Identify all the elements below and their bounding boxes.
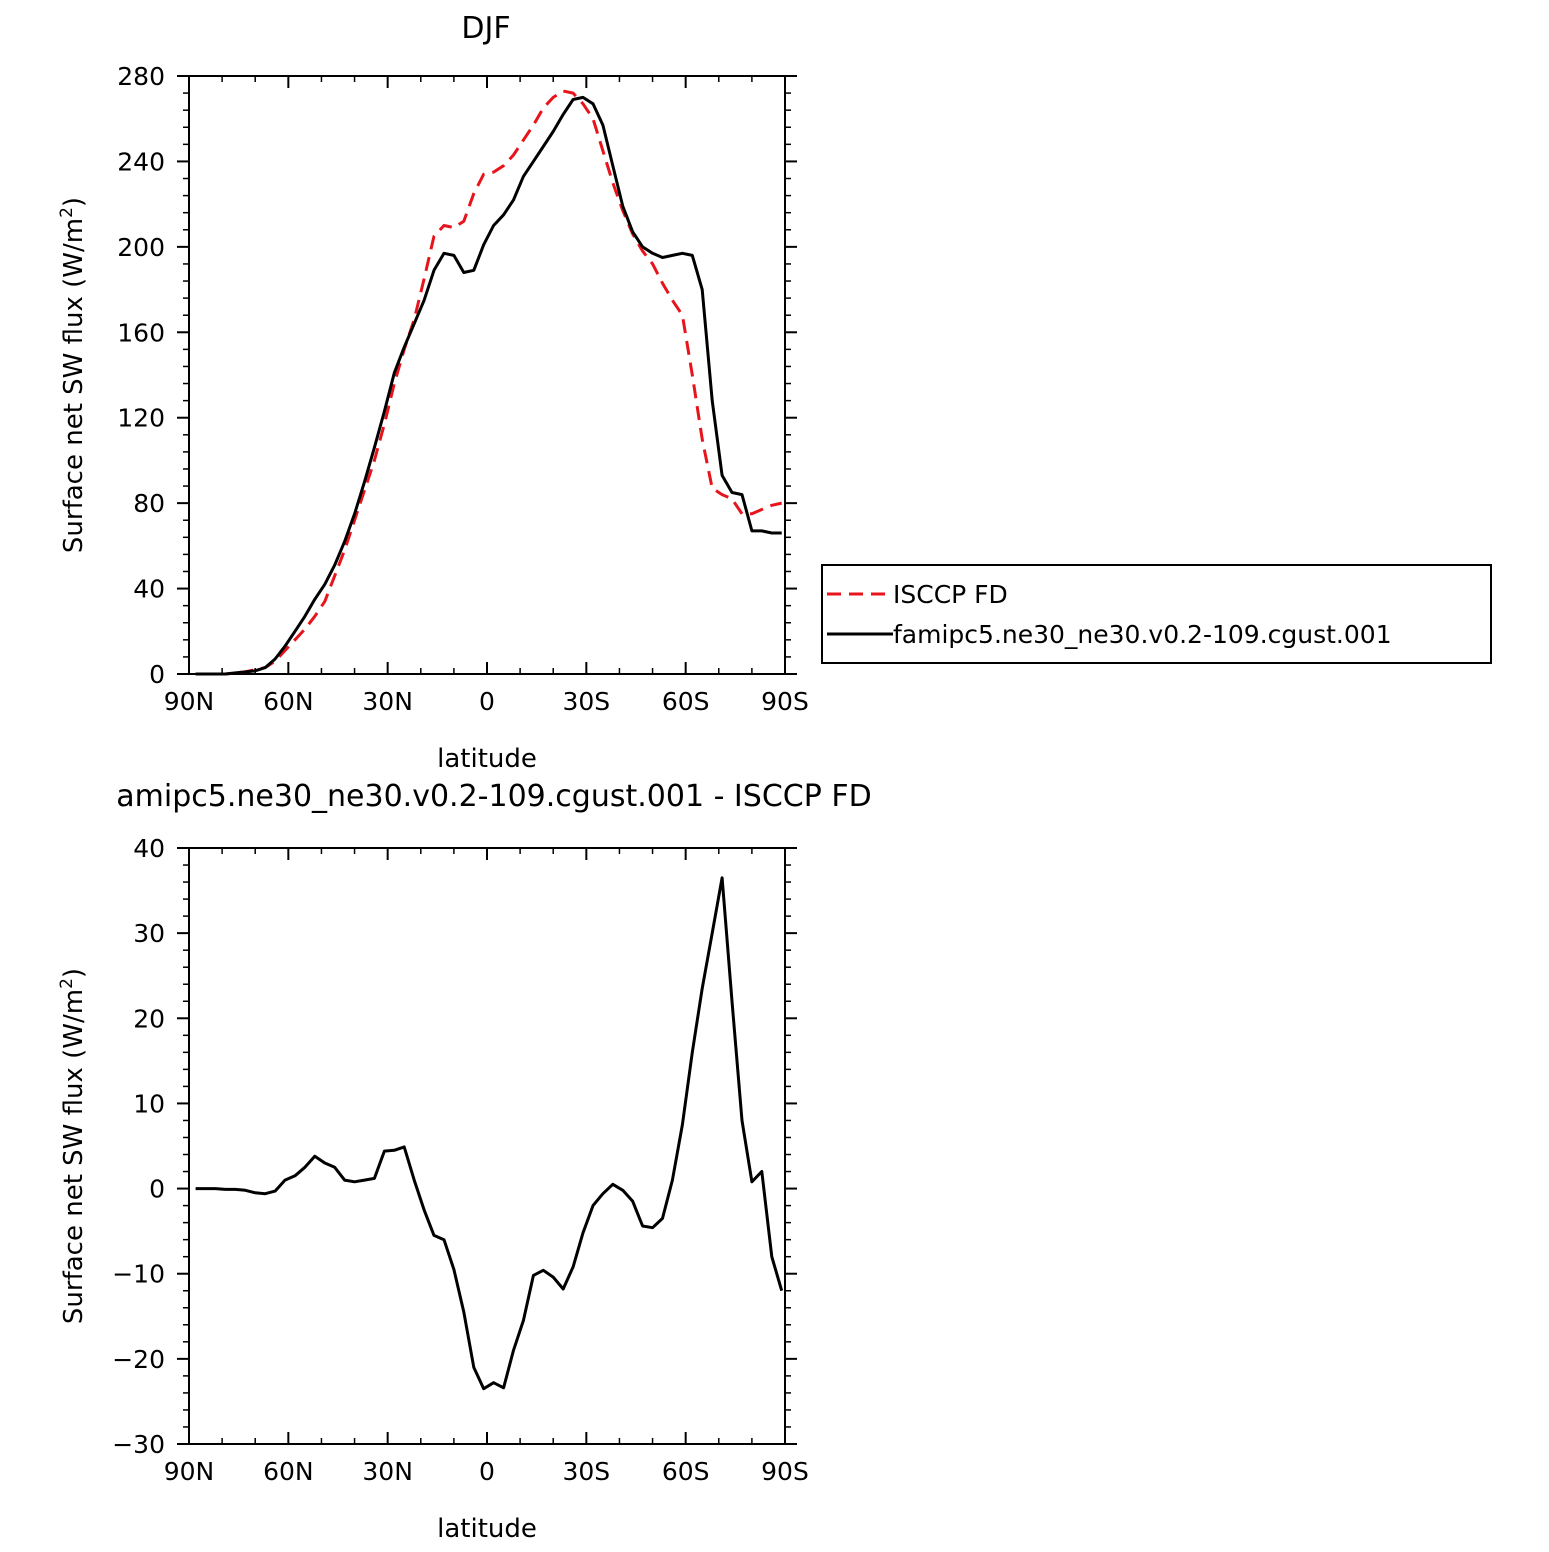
- top-y-tick-label: 160: [117, 318, 165, 347]
- bottom-axes: 90N 60N 30N 0 30S 60S 90S −30 −20 −10 0 10 20 30 40: [112, 834, 809, 1486]
- top-x-tick-label: 0: [479, 687, 495, 716]
- top-x-tick-label: 30N: [362, 687, 413, 716]
- top-y-tick-label: 40: [133, 575, 165, 604]
- top-y-tick-label: 120: [117, 404, 165, 433]
- bottom-y-tick-label: 30: [133, 919, 165, 948]
- bottom-plot-frame: [188, 847, 786, 1445]
- legend: ISCCP FD famipc5.ne30_ne30.v0.2-109.cgus…: [821, 564, 1492, 664]
- bottom-y-tick-label: 0: [149, 1175, 165, 1204]
- top-plot-frame: [188, 75, 786, 675]
- bottom-y-tick-label: 10: [133, 1089, 165, 1118]
- bottom-y-tick-label: 20: [133, 1004, 165, 1033]
- top-y-axis-label-main: Surface net SW flux (W/m: [59, 218, 89, 553]
- top-x-tick-label: 30S: [562, 687, 610, 716]
- top-y-axis-label: Surface net SW flux (W/m2): [57, 197, 89, 553]
- bottom-y-tick-label: 40: [133, 834, 165, 863]
- bottom-y-axis-label-close: ): [59, 968, 89, 978]
- bottom-x-tick-label: 30N: [362, 1457, 413, 1486]
- bottom-y-axis-label-main: Surface net SW flux (W/m: [59, 989, 89, 1324]
- bottom-panel: amipc5.ne30_ne30.v0.2-109.cgust.001 - IS…: [57, 779, 872, 1544]
- bottom-y-axis-label-superscript: 2: [57, 978, 77, 989]
- top-series: [195, 89, 783, 676]
- top-y-tick-label: 0: [149, 660, 165, 689]
- top-x-tick-label: 90S: [761, 687, 809, 716]
- top-series-line-model: [195, 95, 782, 676]
- legend-box: [821, 564, 1492, 664]
- top-y-tick-label: 200: [117, 233, 165, 262]
- top-axes: 90N 60N 30N 0 30S 60S 90S 0 40 80 120 160 200 240 280: [117, 62, 809, 716]
- bottom-y-tick-label: −30: [112, 1430, 165, 1459]
- bottom-x-tick-label: 60N: [263, 1457, 314, 1486]
- bottom-y-tick-label: −20: [112, 1345, 165, 1374]
- top-y-tick-label: 280: [117, 62, 165, 91]
- bottom-y-axis-label: Surface net SW flux (W/m2): [57, 968, 89, 1324]
- top-x-tick-label: 90N: [164, 687, 215, 716]
- top-x-axis-label: latitude: [437, 744, 537, 774]
- bottom-x-tick-label: 0: [479, 1457, 495, 1486]
- top-series-line-isccp-fd: [195, 89, 783, 676]
- bottom-series-line-model: [195, 876, 784, 1391]
- top-y-axis-label-close: ): [59, 197, 89, 207]
- legend-label-model: famipc5.ne30_ne30.v0.2-109.cgust.001: [893, 620, 1392, 649]
- top-x-tick-label: 60S: [662, 687, 710, 716]
- bottom-x-axis-label: latitude: [437, 1514, 537, 1544]
- bottom-x-tick-label: 90N: [164, 1457, 215, 1486]
- bottom-x-tick-label: 30S: [562, 1457, 610, 1486]
- top-y-tick-label: 240: [117, 147, 165, 176]
- bottom-y-tick-label: −10: [112, 1260, 165, 1289]
- bottom-series: [195, 876, 784, 1391]
- top-y-tick-label: 80: [133, 489, 165, 518]
- top-chart-title: DJF: [461, 11, 510, 46]
- bottom-x-tick-label: 90S: [761, 1457, 809, 1486]
- legend-label-isccp: ISCCP FD: [893, 580, 1008, 609]
- top-panel: DJF 90N 60N 30N 0 30S 60S 90S 0 40 80 120 160 200 240…: [57, 11, 1492, 774]
- top-y-axis-label-superscript: 2: [57, 207, 77, 218]
- bottom-chart-title: amipc5.ne30_ne30.v0.2-109.cgust.001 - IS…: [116, 779, 871, 814]
- top-x-tick-label: 60N: [263, 687, 314, 716]
- bottom-x-tick-label: 60S: [662, 1457, 710, 1486]
